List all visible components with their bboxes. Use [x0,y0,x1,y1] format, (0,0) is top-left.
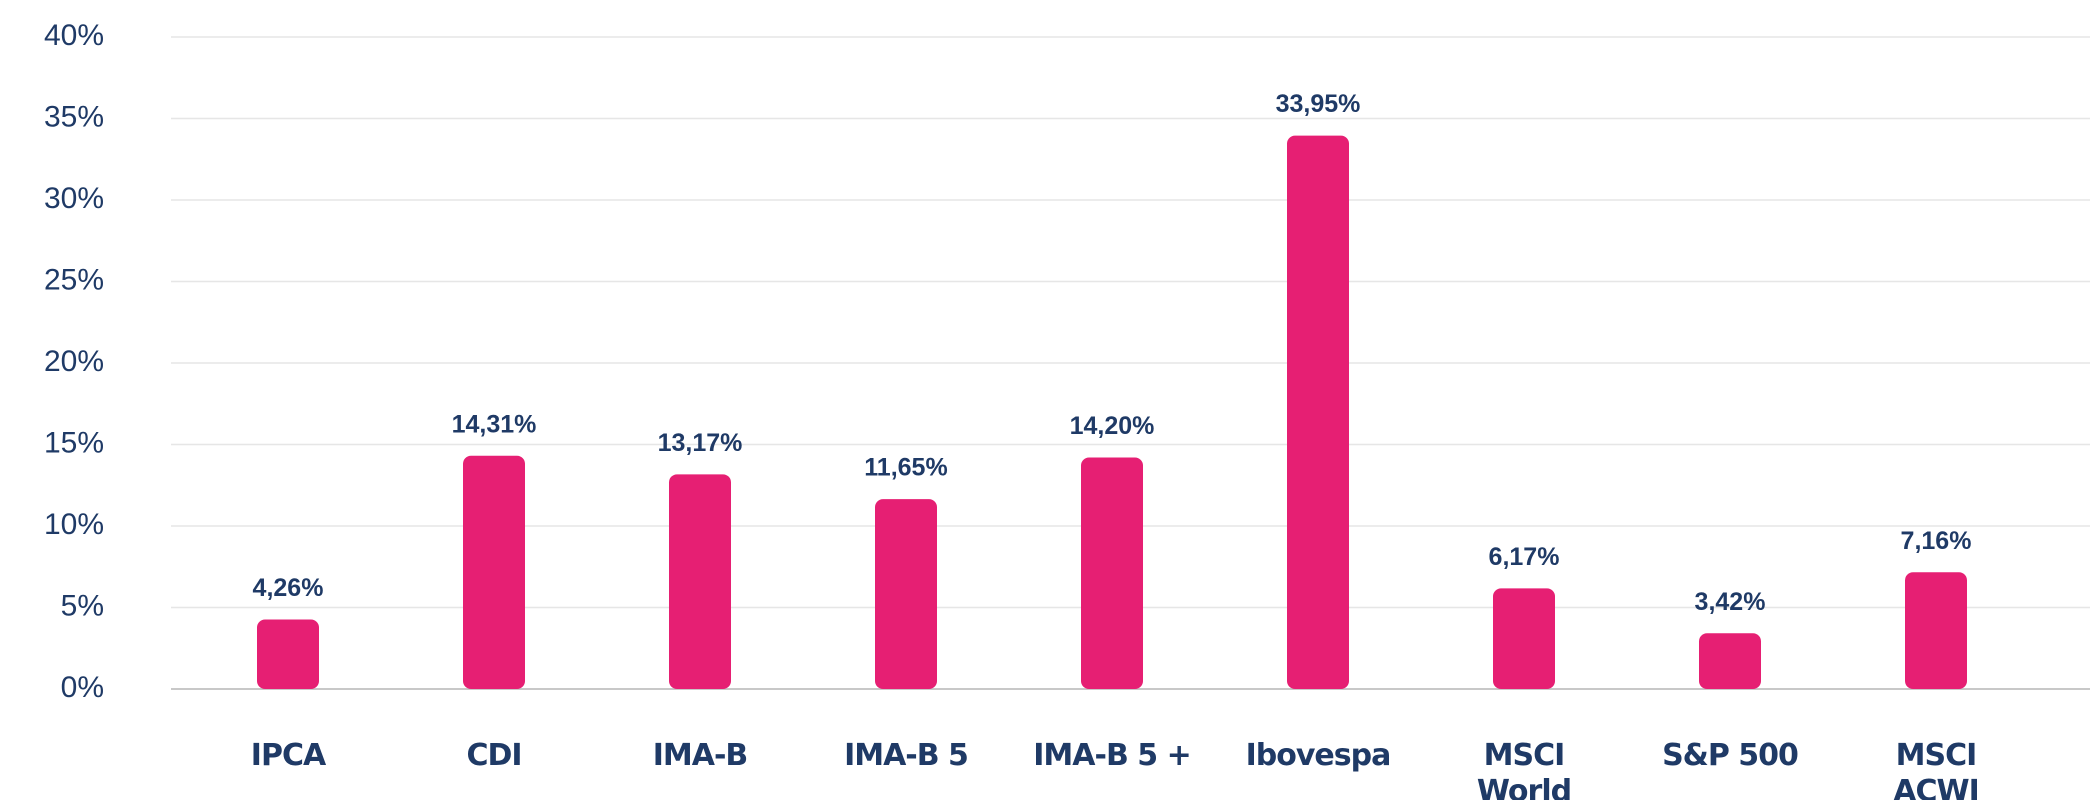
x-tick-label: IMA-B 5 [844,738,969,773]
value-label: 3,42% [1695,588,1766,616]
value-label: 33,95% [1276,90,1361,118]
y-tick-label: 20% [44,345,104,378]
bar [1287,135,1349,690]
x-tick-label: MSCI ACWI [1893,738,1980,800]
bar [1699,633,1761,689]
bar [463,455,525,689]
x-tick-label: CDI [466,738,522,773]
x-tick-label: S&P 500 [1662,738,1799,773]
value-label: 13,17% [658,429,743,457]
y-tick-label: 30% [44,182,104,215]
value-label: 14,20% [1070,412,1155,440]
y-tick-label: 10% [44,508,104,541]
x-tick-label: MSCI World [1476,738,1572,800]
bar [1081,457,1143,689]
y-tick-label: 0% [61,671,104,704]
bar [1905,572,1967,689]
x-tick-label: IMA-B 5 + [1033,738,1191,773]
bar [1493,588,1555,689]
y-tick-label: 40% [44,19,104,52]
bar [669,474,731,689]
y-tick-label: 35% [44,100,104,133]
y-tick-label: 5% [61,589,104,622]
value-label: 4,26% [253,574,324,602]
value-label: 7,16% [1901,527,1972,555]
bar [875,499,937,689]
x-tick-label: IMA-B [652,738,749,773]
y-tick-label: 25% [44,263,104,296]
x-tick-label: Ibovespa [1245,738,1392,773]
bar [257,619,319,689]
value-label: 6,17% [1489,543,1560,571]
y-tick-label: 15% [44,426,104,459]
value-label: 11,65% [864,454,947,482]
x-tick-label: IPCA [250,738,326,773]
value-label: 14,31% [452,410,537,438]
